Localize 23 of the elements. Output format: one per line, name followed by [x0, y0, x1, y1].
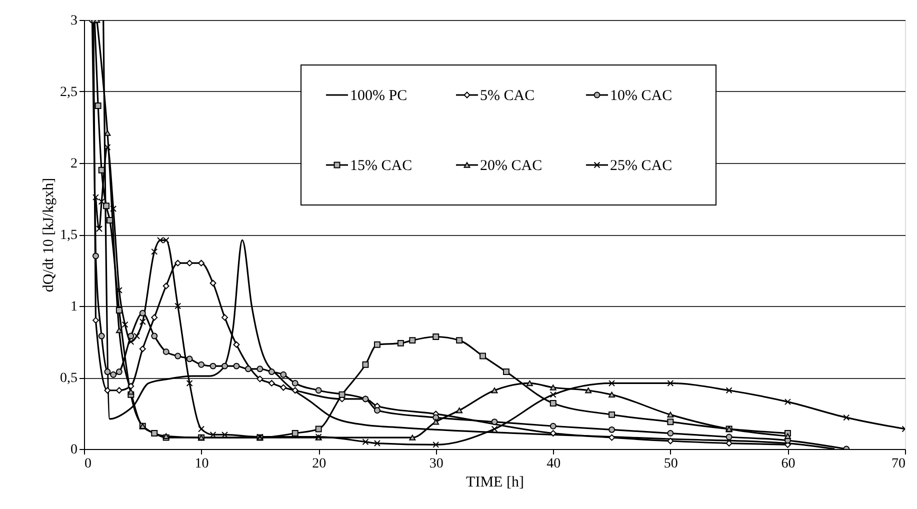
legend-label: 100% PC — [350, 88, 408, 104]
y-tick-label: 3 — [70, 14, 78, 28]
legend-label: 25% CAC — [610, 158, 672, 174]
y-tick-label: 1 — [70, 300, 78, 314]
legend-label: 20% CAC — [480, 158, 542, 174]
y-tick-label: 0 — [70, 442, 78, 458]
y-tick-label: 0,5 — [60, 371, 78, 386]
x-tick-label: 50 — [664, 456, 678, 472]
x-tick-label: 10 — [194, 456, 209, 472]
legend-label: 10% CAC — [610, 88, 672, 104]
y-tick-label: 1,5 — [60, 228, 78, 243]
y-axis-title: dQ/dt 10 [kJ/kgxh] — [41, 178, 57, 292]
x-tick-label: 70 — [892, 456, 906, 472]
x-tick-label: 20 — [312, 456, 326, 472]
x-axis-title: TIME [h] — [466, 474, 524, 490]
x-tick-label: 0 — [84, 456, 92, 472]
x-tick-label: 30 — [429, 456, 444, 472]
legend-label: 15% CAC — [350, 158, 412, 174]
y-tick-label: 2 — [70, 156, 78, 172]
y-tick-label: 2,5 — [60, 85, 78, 100]
x-tick-label: 40 — [546, 456, 561, 472]
legend-label: 5% CAC — [480, 88, 535, 104]
x-tick-label: 60 — [781, 456, 796, 472]
